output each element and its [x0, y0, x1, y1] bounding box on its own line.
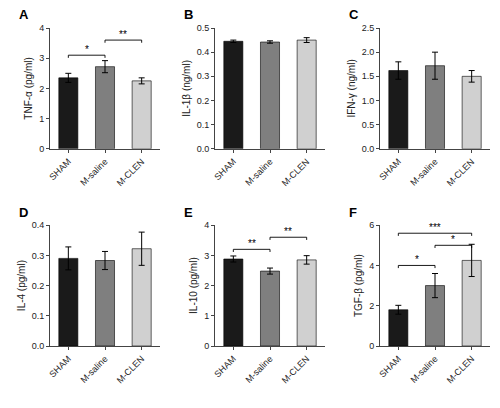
- svg-text:C: C: [349, 7, 359, 22]
- svg-text:F: F: [349, 205, 357, 220]
- svg-text:M-CLEN: M-CLEN: [445, 157, 476, 188]
- svg-text:*: *: [451, 234, 455, 245]
- svg-text:2: 2: [39, 84, 44, 94]
- svg-text:1: 1: [39, 114, 44, 124]
- svg-text:0.0: 0.0: [197, 144, 210, 154]
- svg-text:**: **: [119, 29, 127, 40]
- svg-text:0: 0: [369, 341, 374, 351]
- svg-text:M-saline: M-saline: [78, 157, 109, 188]
- svg-text:0.5: 0.5: [197, 23, 210, 33]
- svg-text:***: ***: [429, 222, 441, 233]
- svg-text:**: **: [284, 226, 292, 237]
- svg-text:M-CLEN: M-CLEN: [445, 354, 476, 385]
- svg-text:SHAM: SHAM: [212, 157, 237, 182]
- svg-text:3: 3: [39, 53, 44, 63]
- svg-text:4: 4: [204, 220, 209, 230]
- svg-text:0.2: 0.2: [32, 281, 45, 291]
- svg-text:0.4: 0.4: [32, 220, 45, 230]
- svg-text:3: 3: [204, 251, 209, 261]
- svg-text:1.0: 1.0: [362, 96, 375, 106]
- svg-text:TGF-β (pg/ml): TGF-β (pg/ml): [353, 254, 364, 317]
- svg-text:2.0: 2.0: [362, 47, 375, 57]
- svg-text:1: 1: [204, 311, 209, 321]
- svg-text:*: *: [415, 254, 419, 265]
- svg-text:0: 0: [39, 144, 44, 154]
- svg-text:A: A: [19, 7, 29, 22]
- svg-text:0.1: 0.1: [32, 311, 45, 321]
- svg-text:TNF-α (pg/ml): TNF-α (pg/ml): [23, 57, 34, 119]
- svg-text:M-saline: M-saline: [243, 157, 274, 188]
- svg-text:4: 4: [369, 261, 374, 271]
- svg-text:0.3: 0.3: [197, 71, 210, 81]
- svg-text:0.1: 0.1: [197, 120, 210, 130]
- svg-text:0.2: 0.2: [197, 96, 210, 106]
- svg-text:E: E: [184, 205, 193, 220]
- svg-text:SHAM: SHAM: [377, 354, 402, 379]
- svg-text:0.5: 0.5: [362, 120, 375, 130]
- svg-text:4: 4: [39, 23, 44, 33]
- svg-text:M-CLEN: M-CLEN: [280, 157, 311, 188]
- svg-text:2.5: 2.5: [362, 23, 375, 33]
- svg-text:M-saline: M-saline: [408, 157, 439, 188]
- svg-text:M-saline: M-saline: [78, 354, 109, 385]
- svg-text:2: 2: [369, 301, 374, 311]
- svg-text:IL-4 (pg/ml): IL-4 (pg/ml): [16, 260, 27, 311]
- svg-text:SHAM: SHAM: [377, 157, 402, 182]
- svg-text:**: **: [248, 238, 256, 249]
- svg-text:0.0: 0.0: [32, 341, 45, 351]
- svg-text:B: B: [184, 7, 193, 22]
- svg-text:6: 6: [369, 220, 374, 230]
- svg-text:M-CLEN: M-CLEN: [115, 354, 146, 385]
- svg-text:SHAM: SHAM: [47, 354, 72, 379]
- svg-text:IL-10 (pg/ml): IL-10 (pg/ml): [188, 257, 199, 314]
- svg-text:D: D: [19, 205, 28, 220]
- svg-text:SHAM: SHAM: [212, 354, 237, 379]
- svg-text:2: 2: [204, 281, 209, 291]
- svg-text:M-CLEN: M-CLEN: [280, 354, 311, 385]
- svg-text:0.4: 0.4: [197, 47, 210, 57]
- svg-text:M-CLEN: M-CLEN: [115, 157, 146, 188]
- svg-text:0: 0: [204, 341, 209, 351]
- svg-text:SHAM: SHAM: [47, 157, 72, 182]
- svg-text:*: *: [85, 44, 89, 55]
- svg-text:0.3: 0.3: [32, 251, 45, 261]
- svg-text:M-saline: M-saline: [408, 354, 439, 385]
- svg-text:IFN-γ (ng/ml): IFN-γ (ng/ml): [346, 59, 357, 117]
- svg-text:IL-1β (ng/ml): IL-1β (ng/ml): [181, 60, 192, 117]
- svg-text:1.5: 1.5: [362, 71, 375, 81]
- svg-text:M-saline: M-saline: [243, 354, 274, 385]
- svg-text:0.0: 0.0: [362, 144, 375, 154]
